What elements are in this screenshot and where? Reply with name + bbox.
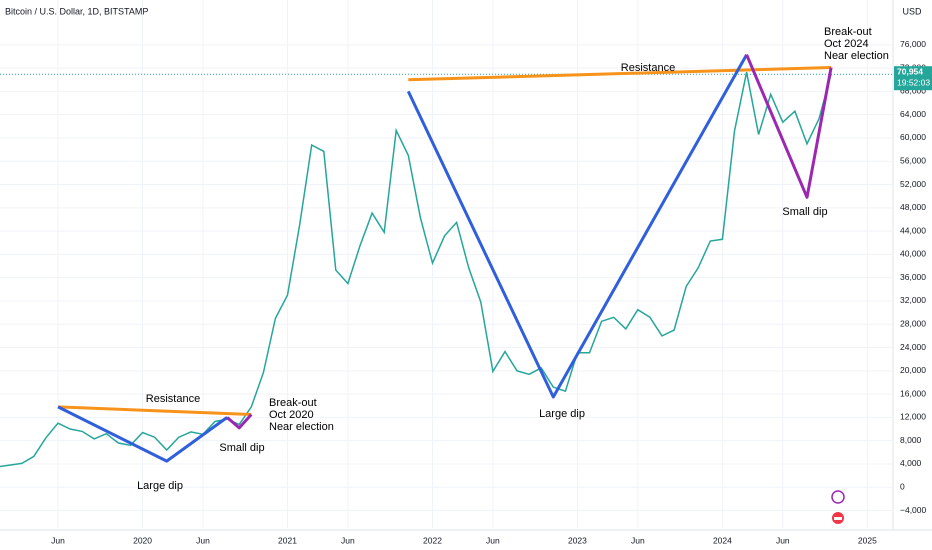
- annotation: Near election: [269, 421, 334, 433]
- y-tick-label: 40,000: [900, 249, 926, 259]
- x-tick-label: Jun: [51, 535, 65, 545]
- x-tick-label: 2023: [568, 535, 587, 545]
- y-tick-label: 64,000: [900, 109, 926, 119]
- y-tick-label: 60,000: [900, 132, 926, 142]
- y-tick-label: 76,000: [900, 39, 926, 49]
- annotation: Break-out: [824, 26, 872, 38]
- y-tick-label: 52,000: [900, 179, 926, 189]
- price-label-box: [894, 66, 932, 91]
- trend-line: [408, 66, 832, 82]
- y-tick-label: 48,000: [900, 202, 926, 212]
- x-tick-label: Jun: [196, 535, 210, 545]
- y-tick-label: 56,000: [900, 156, 926, 166]
- x-tick-label: Jun: [776, 535, 790, 545]
- y-tick-label: 16,000: [900, 388, 926, 398]
- annotation: Oct 2020: [269, 409, 314, 421]
- x-tick-label: 2021: [278, 535, 297, 545]
- annotation: Large dip: [539, 408, 585, 420]
- x-tick-label: 2025: [858, 535, 877, 545]
- price-line: [0, 72, 832, 468]
- x-tick-label: 2022: [423, 535, 442, 545]
- x-tick-label: Jun: [631, 535, 645, 545]
- y-tick-label: 24,000: [900, 342, 926, 352]
- annotation: Large dip: [137, 480, 183, 492]
- trend-line: [745, 54, 833, 199]
- y-tick-label: 28,000: [900, 319, 926, 329]
- y-tick-label: 32,000: [900, 295, 926, 305]
- annotation: Near election: [824, 50, 889, 62]
- y-tick-label: 12,000: [900, 412, 926, 422]
- y-tick-label: 4,000: [900, 458, 922, 468]
- trend-line: [226, 413, 253, 430]
- annotation: Break-out: [269, 397, 317, 409]
- annotation: Resistance: [621, 62, 675, 74]
- countdown: 19:52:03: [897, 77, 930, 87]
- trend-line: [57, 405, 228, 463]
- annotation: Small dip: [219, 442, 264, 454]
- y-tick-label: 0: [900, 482, 905, 492]
- icon: [831, 490, 845, 504]
- y-tick-label: 8,000: [900, 435, 922, 445]
- y-tick-label: 36,000: [900, 272, 926, 282]
- trend-line: [57, 405, 252, 416]
- y-tick-label: −4,000: [900, 505, 927, 515]
- y-tick-label: 44,000: [900, 225, 926, 235]
- annotation: Oct 2024: [824, 38, 869, 50]
- annotation: Small dip: [782, 206, 827, 218]
- y-tick-label: 20,000: [900, 365, 926, 375]
- trend-line: [406, 53, 748, 399]
- chart-title: Bitcoin / U.S. Dollar, 1D, BITSTAMP: [5, 6, 148, 16]
- x-tick-label: Jun: [486, 535, 500, 545]
- icon: [832, 512, 844, 524]
- annotation: Resistance: [146, 393, 200, 405]
- price-label: 70,954: [897, 66, 923, 76]
- currency-label: USD: [902, 6, 922, 16]
- x-tick-label: 2020: [133, 535, 152, 545]
- grid: [0, 0, 893, 528]
- x-tick-label: 2024: [713, 535, 732, 545]
- y-tick-label: 68,000: [900, 86, 926, 96]
- x-tick-label: Jun: [341, 535, 355, 545]
